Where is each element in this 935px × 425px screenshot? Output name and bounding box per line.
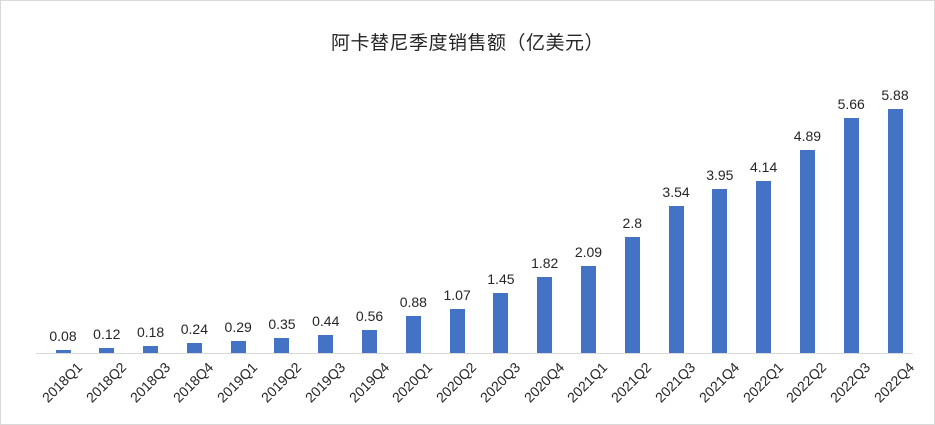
x-axis-tick-label: 2018Q4 [170, 359, 217, 406]
bar-value-label: 1.45 [487, 270, 515, 287]
bar-2021Q1 [580, 266, 596, 353]
bar-2019Q4 [362, 329, 378, 353]
bar-value-label: 0.56 [355, 307, 384, 324]
bar-value-label: 2.8 [622, 214, 642, 231]
x-axis-tick-label: 2021Q3 [651, 359, 699, 406]
bar-2021Q4 [712, 189, 728, 353]
x-axis-tick-label: 2018Q3 [126, 359, 173, 406]
chart-title: 阿卡替尼季度销售额（亿美元） [330, 33, 604, 54]
x-axis-tick-label: 2021Q2 [608, 359, 655, 406]
bar-2020Q3 [493, 292, 509, 353]
bar-value-label: 4.89 [793, 128, 822, 145]
x-axis-tick-label: 2021Q1 [564, 359, 611, 406]
bar-value-label: 0.08 [49, 327, 77, 344]
x-axis-tick-label: 2022Q4 [870, 359, 918, 406]
bar-value-label: 0.44 [312, 312, 340, 329]
bar-2022Q3 [843, 118, 859, 353]
x-axis-tick-label: 2018Q1 [38, 359, 86, 406]
bar-value-label: 0.24 [180, 321, 208, 338]
bar-2022Q4 [887, 109, 903, 353]
bar-2020Q1 [405, 316, 421, 353]
x-axis-tick-label: 2020Q3 [476, 359, 524, 406]
bar-2018Q2 [99, 348, 115, 353]
bar-value-label: 4.14 [750, 159, 778, 176]
bar-value-label: 3.54 [662, 184, 690, 201]
x-axis-tick-label: 2020Q2 [432, 359, 480, 406]
bar-2019Q1 [230, 340, 246, 353]
x-axis-tick-label: 2022Q2 [783, 359, 830, 406]
x-axis-tick-label: 2019Q2 [257, 359, 305, 406]
x-axis-tick-label: 2022Q3 [826, 359, 874, 406]
bar-value-label: 0.88 [399, 294, 427, 311]
x-axis-tick-label: 2019Q3 [301, 359, 349, 406]
x-axis-tick-label: 2021Q4 [695, 359, 743, 406]
x-axis-tick-label: 2018Q2 [82, 359, 130, 406]
bar-2018Q3 [143, 345, 159, 353]
bar-2021Q2 [624, 236, 640, 353]
bar-value-label: 1.07 [443, 286, 471, 303]
bar-2019Q3 [318, 334, 334, 353]
x-axis-tick-label: 2020Q1 [389, 359, 436, 406]
bar-2020Q2 [449, 308, 465, 353]
bar-value-label: 3.95 [706, 167, 734, 184]
bar-value-label: 0.35 [268, 316, 296, 333]
bar-2018Q1 [55, 349, 71, 353]
bar-value-label: 0.18 [136, 323, 165, 340]
x-axis-tick-label: 2022Q1 [739, 359, 786, 406]
x-axis-tick-label: 2019Q4 [345, 359, 392, 406]
bar-value-label: 1.82 [531, 255, 559, 272]
x-axis-tick-label: 2019Q1 [213, 359, 261, 406]
bar-value-label: 5.66 [837, 96, 865, 113]
bar-2021Q3 [668, 206, 684, 353]
bar-2018Q4 [186, 343, 202, 353]
x-axis-tick-label: 2020Q4 [520, 359, 568, 406]
bar-value-label: 5.88 [881, 87, 909, 103]
bar-value-label: 2.09 [574, 244, 603, 261]
bar-2020Q4 [537, 277, 553, 353]
bar-2019Q2 [274, 338, 290, 353]
bar-2022Q1 [756, 181, 772, 353]
bar-2022Q2 [799, 150, 815, 353]
bar-value-label: 0.12 [93, 326, 121, 343]
x-axis-line [36, 353, 913, 354]
bar-value-label: 0.29 [224, 318, 252, 335]
